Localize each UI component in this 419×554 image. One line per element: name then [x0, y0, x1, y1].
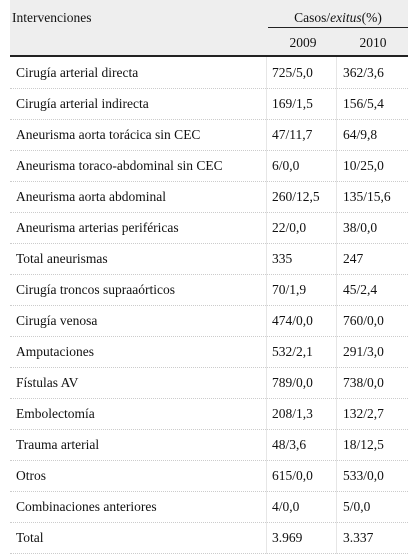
cell: 38/0,0: [343, 220, 378, 235]
table-row: Aneurisma aorta torácica sin CEC 47/11,7 6…: [10, 119, 408, 151]
cell: 4/0,0: [272, 499, 300, 514]
cell: 760/0,0: [343, 313, 384, 328]
cell: 738/0,0: [343, 375, 384, 390]
group-rule: [268, 27, 408, 28]
table-row: Total 3.969 3.337: [10, 522, 408, 554]
cell: 3.337: [343, 530, 374, 545]
table-row: Total aneurismas 335 247: [10, 243, 408, 275]
table-row: Cirugía venosa 474/0,0 760/0,0: [10, 305, 408, 337]
table-row: Amputaciones 532/2,1 291/3,0: [10, 336, 408, 368]
table-row: Fístulas AV 789/0,0 738/0,0: [10, 367, 408, 399]
cell: 22/0,0: [272, 220, 307, 235]
cell: 532/2,1: [272, 344, 313, 359]
row-label: Amputaciones: [16, 344, 94, 359]
cell: 156/5,4: [343, 96, 384, 111]
table-row: Aneurisma aorta abdominal 260/12,5 135/15,…: [10, 181, 408, 213]
table-row: Cirugía arterial indirecta 169/1,5 156/5,4: [10, 88, 408, 120]
cell: 64/9,8: [343, 127, 378, 142]
cell: 18/12,5: [343, 437, 384, 452]
table-row: Embolectomía 208/1,3 132/2,7: [10, 398, 408, 430]
group-italic: exitus: [330, 10, 362, 25]
row-label: Total: [16, 530, 44, 545]
cell: 247: [343, 251, 364, 266]
row-label: Cirugía venosa: [16, 313, 98, 328]
row-label: Total aneurismas: [16, 251, 108, 266]
table-row: Cirugía troncos supraaórticos 70/1,9 45/2,…: [10, 274, 408, 306]
group-suffix: (%): [361, 10, 382, 25]
row-label: Embolectomía: [16, 406, 95, 421]
cell: 615/0,0: [272, 468, 313, 483]
cell: 135/15,6: [343, 189, 391, 204]
cell: 335: [272, 251, 293, 266]
table-header: Intervenciones Casos/exitus(%) 2009 2010: [10, 0, 408, 57]
year-header: 2010: [359, 35, 387, 50]
table-row: Trauma arterial 48/3,6 18/12,5: [10, 429, 408, 461]
cell: 47/11,7: [272, 127, 313, 142]
group-header: Casos/exitus(%): [268, 10, 408, 26]
group-prefix: Casos/: [294, 10, 331, 25]
table-row: Cirugía arterial directa 725/5,0 362/3,6: [10, 57, 408, 89]
row-label: Fístulas AV: [16, 375, 79, 390]
cell: 474/0,0: [272, 313, 313, 328]
table-row: Aneurisma arterias periféricas 22/0,0 38/0…: [10, 212, 408, 244]
row-label: Otros: [16, 468, 46, 483]
cell: 169/1,5: [272, 96, 313, 111]
table-row: Otros 615/0,0 533/0,0: [10, 460, 408, 492]
row-label: Cirugía arterial indirecta: [16, 96, 149, 111]
row-label: Aneurisma aorta torácica sin CEC: [16, 127, 201, 142]
cell: 208/1,3: [272, 406, 313, 421]
row-label: Aneurisma toraco-abdominal sin CEC: [16, 158, 223, 173]
year-header: 2009: [289, 35, 317, 50]
cell: 45/2,4: [343, 282, 378, 297]
cell: 5/0,0: [343, 499, 371, 514]
cell: 3.969: [272, 530, 303, 545]
cell: 533/0,0: [343, 468, 384, 483]
row-label: Cirugía arterial directa: [16, 65, 139, 80]
cell: 70/1,9: [272, 282, 307, 297]
cell: 132/2,7: [343, 406, 384, 421]
row-label: Combinaciones anteriores: [16, 499, 157, 514]
row-label: Aneurisma aorta abdominal: [16, 189, 166, 204]
cell: 789/0,0: [272, 375, 313, 390]
cell: 10/25,0: [343, 158, 384, 173]
row-label: Aneurisma arterias periféricas: [16, 220, 179, 235]
cell: 260/12,5: [272, 189, 320, 204]
cell: 291/3,0: [343, 344, 384, 359]
cell: 48/3,6: [272, 437, 307, 452]
cell: 6/0,0: [272, 158, 300, 173]
row-label: Trauma arterial: [16, 437, 100, 452]
table-row: Combinaciones anteriores 4/0,0 5/0,0: [10, 491, 408, 523]
cell: 362/3,6: [343, 65, 384, 80]
column-header: Intervenciones: [12, 10, 92, 25]
row-label: Cirugía troncos supraaórticos: [16, 282, 175, 297]
table-row: Aneurisma toraco-abdominal sin CEC 6/0,0 1…: [10, 150, 408, 182]
cell: 725/5,0: [272, 65, 313, 80]
